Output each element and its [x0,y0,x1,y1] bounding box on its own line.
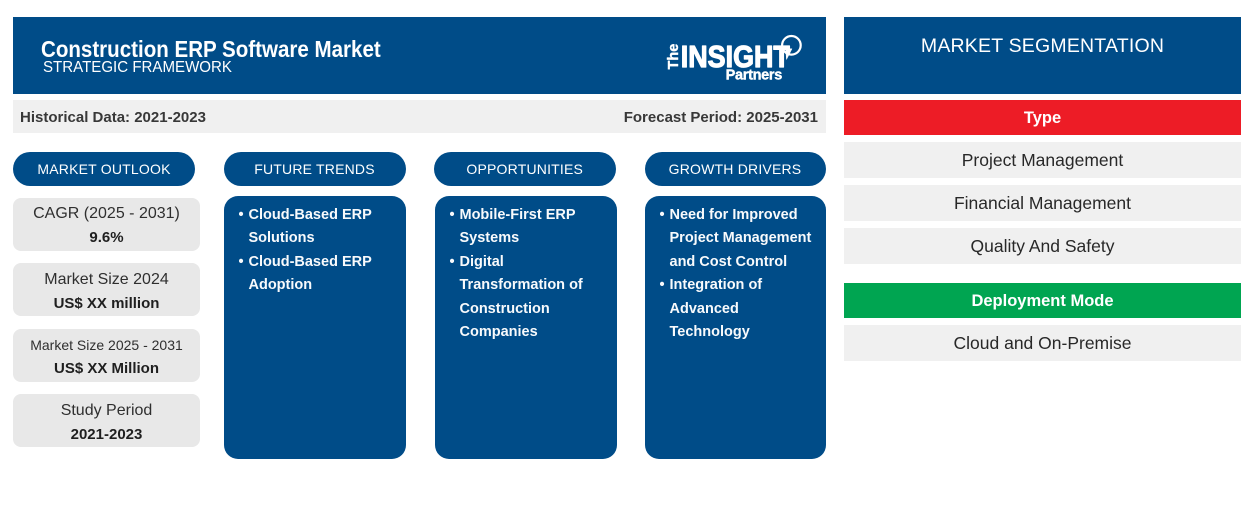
svg-text:INSIGHT: INSIGHT [681,40,790,74]
svg-text:Partners: Partners [726,68,783,84]
svg-text:The: The [666,44,682,70]
